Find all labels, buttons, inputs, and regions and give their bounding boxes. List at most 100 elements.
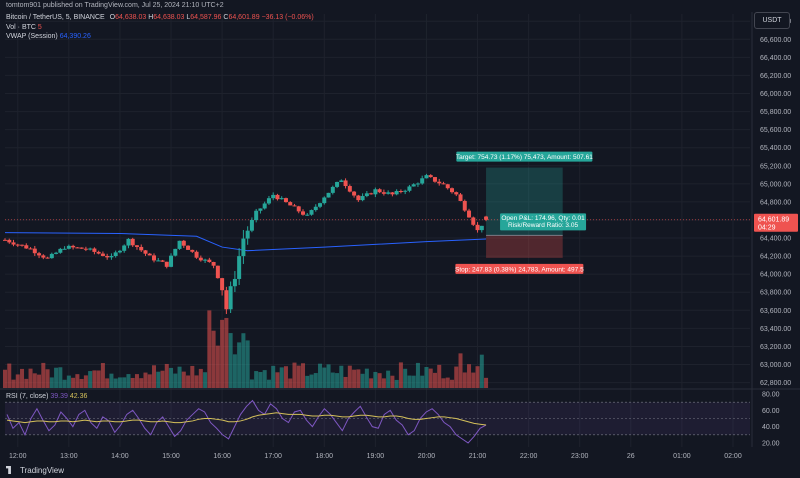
- candle-body: [169, 255, 174, 267]
- volume-bar: [198, 368, 203, 388]
- volume-bar: [398, 362, 403, 388]
- price-tick-label: 66,000.00: [760, 91, 791, 98]
- candle-body: [398, 190, 403, 192]
- volume-bar: [62, 379, 67, 388]
- candle-body: [105, 255, 110, 258]
- volume-legend[interactable]: Vol · BTC 5: [6, 24, 42, 31]
- volume-bar: [126, 374, 131, 388]
- candle-body: [301, 211, 305, 215]
- candle-body: [241, 238, 246, 257]
- volume-bar: [117, 377, 122, 388]
- volume-bar: [37, 374, 42, 388]
- price-tick-label: 63,600.00: [760, 308, 791, 315]
- rsi-tick-label: 40.00: [762, 424, 780, 431]
- candle-body: [190, 249, 195, 252]
- candle-body: [432, 177, 437, 182]
- candle-body: [424, 175, 429, 179]
- candle-body: [254, 210, 259, 221]
- volume-bar: [20, 368, 25, 388]
- rsi-value: 39.39: [50, 393, 68, 400]
- time-tick-label: 02:00: [724, 453, 742, 460]
- stop-label-bg: [455, 263, 584, 274]
- price-tick-label: 65,200.00: [760, 163, 791, 170]
- publisher-bar: tomtom901 published on TradingView.com, …: [0, 0, 800, 12]
- price-tick-label: 65,800.00: [760, 109, 791, 116]
- target-label-bg: [456, 151, 593, 162]
- volume-bar: [203, 372, 208, 388]
- candle-body: [249, 220, 254, 231]
- candle-body: [356, 195, 361, 201]
- symbol-name: Bitcoin / TetherUS, 5, BINANCE: [6, 14, 105, 21]
- candle-body: [32, 248, 37, 254]
- vwap-line: [4, 232, 487, 252]
- candle-body: [58, 248, 63, 253]
- price-tick-label: 66,200.00: [760, 73, 791, 80]
- price-tick-label: 66,400.00: [760, 55, 791, 62]
- candle-body: [283, 198, 288, 203]
- candle-body: [160, 260, 165, 262]
- vwap-legend[interactable]: VWAP (Session) 64,390.26: [6, 33, 91, 40]
- candle-body: [117, 250, 122, 253]
- candle-body: [220, 278, 225, 291]
- ohlc-high: 64,638.03: [153, 14, 185, 21]
- candle-body: [373, 189, 378, 195]
- candle-body: [318, 203, 323, 207]
- candle-body: [156, 260, 161, 262]
- candle-body: [479, 225, 484, 231]
- volume-bar: [275, 372, 280, 388]
- candle-body: [275, 194, 280, 200]
- candle-body: [475, 224, 480, 231]
- volume-bar: [71, 377, 76, 388]
- volume-bar: [454, 366, 459, 388]
- volume-bar: [262, 370, 267, 388]
- candle-body: [377, 189, 382, 193]
- candle-body: [134, 245, 139, 247]
- candle-body: [454, 192, 459, 195]
- volume-bar: [139, 378, 144, 388]
- volume-bar: [147, 374, 152, 388]
- candle-body: [177, 240, 182, 249]
- volume-bar: [211, 330, 216, 388]
- volume-bar: [224, 317, 229, 388]
- candle-body: [215, 265, 220, 279]
- tradingview-logo[interactable]: TradingView: [6, 466, 64, 475]
- volume-bar: [390, 375, 395, 388]
- volume-bar: [356, 369, 361, 388]
- volume-bar: [377, 373, 382, 388]
- candle-body: [347, 186, 352, 192]
- volume-bar: [181, 371, 186, 388]
- volume-bar: [305, 375, 310, 388]
- symbol-legend[interactable]: Bitcoin / TetherUS, 5, BINANCE O64,638.0…: [6, 14, 314, 21]
- rsi-legend[interactable]: RSI (7, close) 39.39 42.36: [6, 393, 87, 400]
- candle-body: [11, 242, 16, 245]
- volume-bar: [232, 354, 237, 388]
- candle-body: [415, 183, 420, 185]
- vwap-label: VWAP (Session): [6, 33, 58, 40]
- candle-body: [164, 261, 169, 267]
- price-tick-label: 66,600.00: [760, 37, 791, 44]
- time-tick-label: 26: [627, 453, 635, 460]
- candle-body: [330, 186, 335, 193]
- candle-body: [24, 245, 29, 249]
- volume-bar: [156, 371, 161, 388]
- volume-bar: [279, 367, 284, 388]
- volume-bar: [479, 354, 484, 388]
- volume-bar: [134, 374, 139, 388]
- candle-body: [66, 245, 71, 249]
- volume-bar: [364, 368, 369, 388]
- volume-bar: [24, 378, 29, 388]
- currency-button[interactable]: USDT: [754, 12, 790, 29]
- volume-bar: [458, 353, 463, 388]
- candle-body: [386, 192, 391, 194]
- candle-body: [394, 190, 399, 195]
- price-tick-label: 65,600.00: [760, 127, 791, 134]
- candle-body: [322, 197, 327, 204]
- volume-bar: [403, 368, 408, 388]
- candle-body: [266, 198, 271, 204]
- volume-bar: [381, 378, 386, 388]
- volume-bar: [32, 373, 37, 388]
- volume-bar: [143, 372, 148, 388]
- volume-bar: [369, 378, 374, 388]
